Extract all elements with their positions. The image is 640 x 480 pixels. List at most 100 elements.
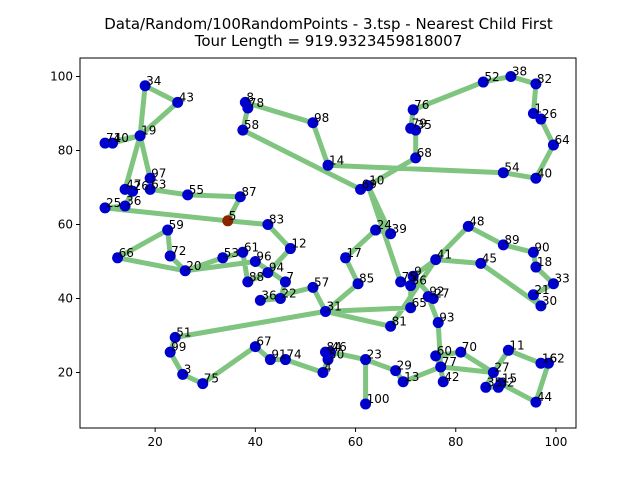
tour-node-point [99,202,111,214]
node-label: 74 [286,348,301,362]
tour-node-point [437,376,449,388]
chart-subtitle: Tour Length = 919.9323459818007 [194,32,463,50]
node-label: 5 [229,209,237,223]
tour-node-point [547,278,559,290]
tour-node-point [362,180,374,192]
node-label: 21 [534,283,549,297]
node-label: 45 [482,251,497,265]
node-label: 92 [429,285,444,299]
tour-node-point [279,276,291,288]
node-label: 40 [114,131,129,145]
node-label: 66 [119,246,134,260]
tour-node-point [242,276,254,288]
tour-node-point [535,357,547,369]
node-label: 38 [512,65,527,79]
node-label: 57 [314,275,329,289]
tour-node-point [177,368,189,380]
node-label: 56 [412,274,427,288]
node-label: 54 [504,161,519,175]
node-label: 96 [256,250,271,264]
node-label: 11 [509,338,524,352]
tour-node-point [144,172,156,184]
tour-node-point [497,239,509,251]
node-label: 91 [271,348,286,362]
tour-node-point [462,220,474,232]
x-tick-label: 80 [448,435,463,449]
node-label: 35 [417,118,432,132]
node-label: 64 [554,133,569,147]
x-tick-label: 40 [248,435,263,449]
node-label: 98 [314,111,329,125]
node-label: 18 [537,255,552,269]
node-label: 67 [256,335,271,349]
x-tick-label: 20 [148,435,163,449]
node-label: 36 [261,288,276,302]
tour-node-point [107,137,119,149]
tour-node-point [262,219,274,230]
tour-node-point [319,305,331,317]
node-label: 26 [542,107,557,121]
node-label: 63 [151,177,166,191]
tour-node-point [397,376,409,388]
node-label: 27 [434,287,449,301]
tour-node-point [410,152,422,164]
node-label: 19 [141,124,156,138]
node-label: 44 [537,390,552,404]
tour-node-point [527,289,539,301]
tour-node-point [182,189,194,201]
node-label: 69 [362,177,377,191]
points-layer [99,71,559,410]
node-label: 48 [469,214,484,228]
tour-node-point [179,265,191,277]
node-label: 70 [462,340,477,354]
tour-node-point [505,71,517,82]
node-label: 75 [204,372,219,386]
tour-node-point [477,76,489,88]
node-label: 29 [397,359,412,373]
node-label: 76 [414,98,429,112]
node-label: 61 [244,240,259,254]
tour-node-point [340,252,352,264]
node-label: 89 [504,233,519,247]
node-label: 75 [402,270,417,284]
node-label: 9 [414,264,422,278]
node-label: 16 [542,351,557,365]
tour-node-point [455,346,467,358]
tour-node-point [527,246,539,258]
node-label: 55 [189,183,204,197]
tour-node-point [352,278,364,290]
node-label: 20 [186,259,201,273]
node-label: 87 [241,185,256,199]
node-label: 90 [534,240,549,254]
tour-node-point [242,102,254,114]
node-label: 4 [324,361,332,375]
node-label: 53 [224,246,239,260]
tour-node-point [535,300,547,312]
node-label: 51 [176,325,191,339]
tour-node-point [144,183,156,195]
node-label: 58 [244,118,259,132]
tour-node-point [480,381,492,393]
y-tick-label: 80 [58,144,73,158]
chart-title-block: Data/Random/100RandomPoints - 3.tsp - Ne… [0,16,640,50]
node-label: 13 [404,370,419,384]
node-label: 35 [487,375,502,389]
tour-node-point [410,124,422,136]
node-label: 40 [537,166,552,180]
node-label: 43 [179,90,194,104]
node-label: 79 [412,116,427,130]
tour-node-point [407,270,419,282]
node-label: 36 [126,194,141,208]
node-label: 7 [286,270,294,284]
tour-node-point [112,252,124,264]
tour-node-point [284,243,296,255]
node-label: 33 [554,272,569,286]
tour-node-point [237,124,249,136]
tour-node-point [127,185,139,197]
tour-node-point [162,224,174,236]
tour-node-point [432,317,444,329]
tour-node-point [385,320,397,332]
tour-node-point [370,224,382,236]
tour-node-point [237,246,249,258]
tour-node-point [530,261,542,273]
